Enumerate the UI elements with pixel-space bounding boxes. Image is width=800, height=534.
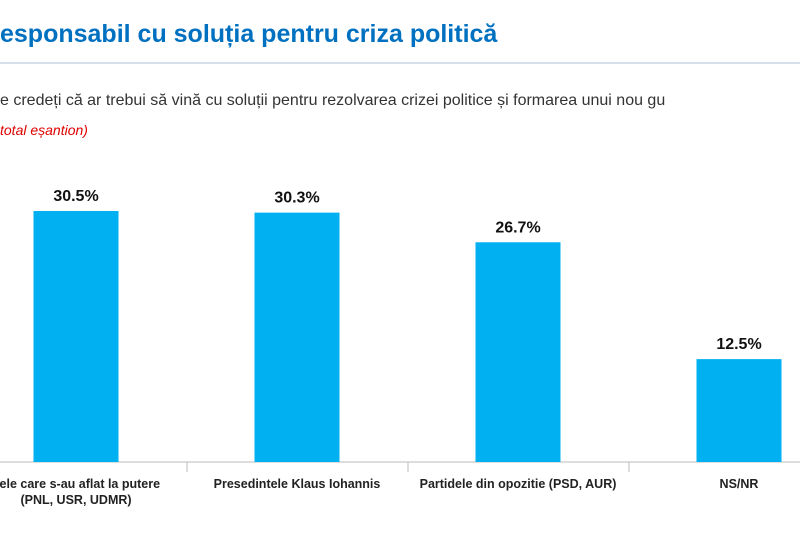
category-label: NS/NR	[719, 477, 759, 491]
value-label: 30.5%	[53, 188, 98, 205]
bar	[254, 212, 340, 462]
category-label: dele care s-au aflat la putere (PNL, USR…	[0, 477, 161, 507]
category-label: Presedintele Klaus Iohannis	[213, 477, 381, 491]
bar	[696, 359, 782, 462]
chart-subtitle: e credeți că ar trebui să vină cu soluți…	[0, 92, 666, 109]
bar	[33, 210, 119, 462]
chart-note: total eșantion)	[0, 122, 88, 138]
value-label: 26.7%	[495, 219, 540, 236]
chart-title: esponsabil cu soluția pentru criza polit…	[0, 20, 498, 48]
value-label: 12.5%	[716, 336, 761, 353]
bar	[475, 242, 561, 462]
category-label: Partidele din opozitie (PSD, AUR)	[419, 477, 617, 491]
value-label: 30.3%	[274, 190, 319, 207]
